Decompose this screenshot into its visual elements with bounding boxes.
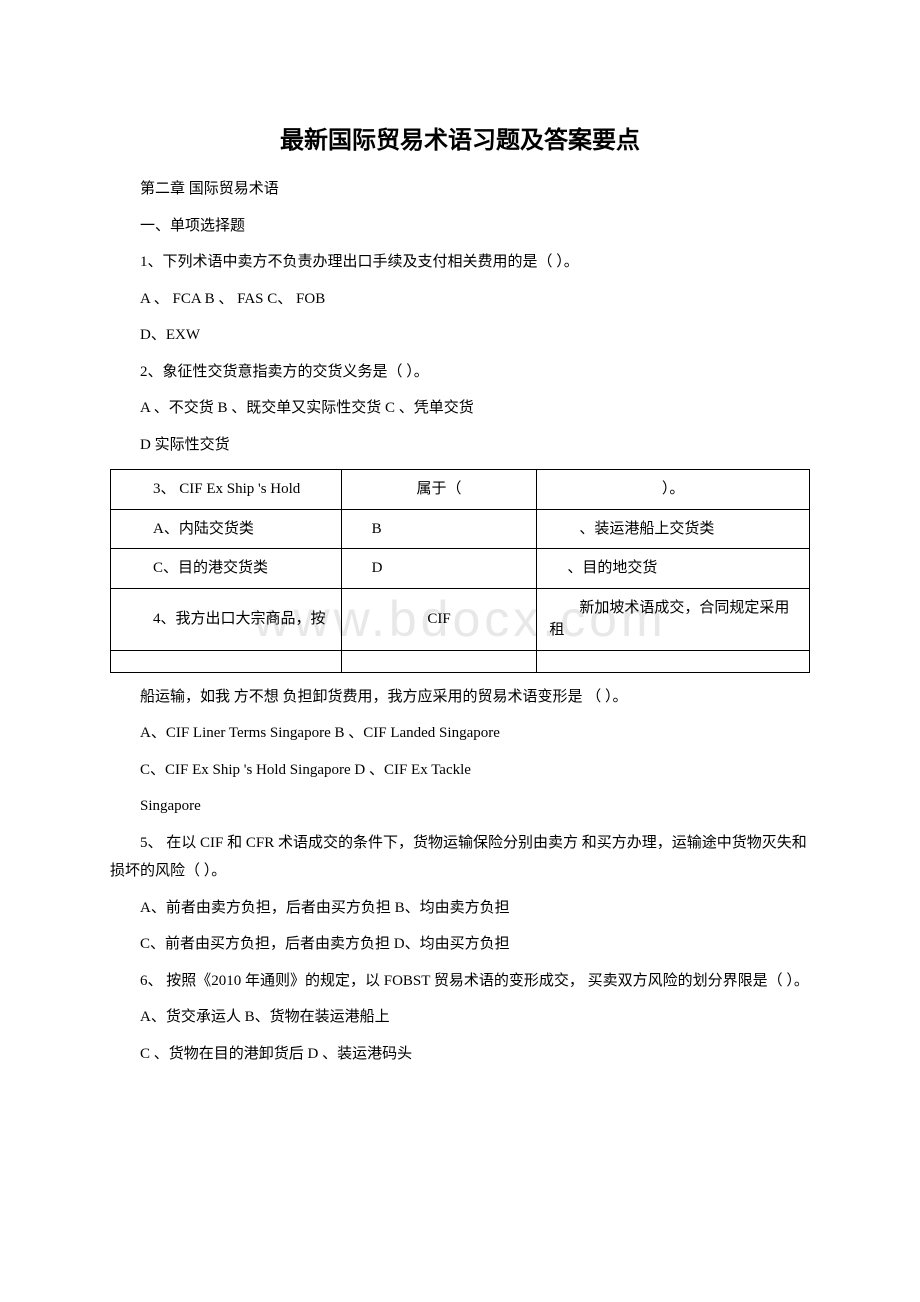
document-content: 最新国际贸易术语习题及答案要点 第二章 国际贸易术语 一、单项选择题 1、下列术… (110, 120, 810, 1068)
question-1-options-abc: A 、 FCA B 、 FAS C、 FOB (110, 285, 810, 314)
question-6-options-ab: A、货交承运人 B、货物在装运港船上 (110, 1003, 810, 1032)
question-2-options-abc: A 、不交货 B 、既交单又实际性交货 C 、凭单交货 (110, 394, 810, 423)
question-4-options-cd: C、CIF Ex Ship 's Hold Singapore D 、CIF E… (110, 756, 810, 785)
table-row (111, 650, 810, 672)
question-5-options-cd: C、前者由买方负担，后者由卖方负担 D、均由买方负担 (110, 930, 810, 959)
question-6: 6、 按照《2010 年通则》的规定，以 FOBST 贸易术语的变形成交， 买卖… (110, 967, 810, 996)
table-cell: D (341, 549, 537, 589)
table-cell: 3、 CIF Ex Ship 's Hold (111, 470, 342, 510)
question-4-options-ab: A、CIF Liner Terms Singapore B 、CIF Lande… (110, 719, 810, 748)
table-row: C、目的港交货类 D 、目的地交货 (111, 549, 810, 589)
table-cell: 、目的地交货 (537, 549, 810, 589)
table-cell (537, 650, 810, 672)
table-cell: C、目的港交货类 (111, 549, 342, 589)
question-2: 2、象征性交货意指卖方的交货义务是（ ）。 (110, 358, 810, 387)
table-cell (111, 650, 342, 672)
table-cell: CIF (341, 588, 537, 650)
table-cell (341, 650, 537, 672)
table-cell: A、内陆交货类 (111, 509, 342, 549)
table-row: 3、 CIF Ex Ship 's Hold 属于（ ）。 (111, 470, 810, 510)
question-4-continuation: 船运输，如我 方不想 负担卸货费用，我方应采用的贸易术语变形是 （ ）。 (110, 683, 810, 712)
table-cell: 属于（ (341, 470, 537, 510)
table-cell: B (341, 509, 537, 549)
question-5: 5、 在以 CIF 和 CFR 术语成交的条件下，货物运输保险分别由卖方 和买方… (110, 829, 810, 886)
table-cell: 新加坡术语成交，合同规定采用租 (537, 588, 810, 650)
table-row: A、内陆交货类 B 、装运港船上交货类 (111, 509, 810, 549)
table-row: 4、我方出口大宗商品，按 CIF 新加坡术语成交，合同规定采用租 (111, 588, 810, 650)
question-4-options-cd-cont: Singapore (110, 792, 810, 821)
question-5-options-ab: A、前者由卖方负担，后者由买方负担 B、均由卖方负担 (110, 894, 810, 923)
table-cell: ）。 (537, 470, 810, 510)
question-1: 1、下列术语中卖方不负责办理出口手续及支付相关费用的是（ ）。 (110, 248, 810, 277)
document-title: 最新国际贸易术语习题及答案要点 (110, 120, 810, 155)
chapter-heading: 第二章 国际贸易术语 (110, 175, 810, 204)
question-2-option-d: D 实际性交货 (110, 431, 810, 460)
table-cell: 4、我方出口大宗商品，按 (111, 588, 342, 650)
table-cell: 、装运港船上交货类 (537, 509, 810, 549)
question-1-option-d: D、EXW (110, 321, 810, 350)
section-heading: 一、单项选择题 (110, 212, 810, 241)
question-6-options-cd: C 、货物在目的港卸货后 D 、装运港码头 (110, 1040, 810, 1069)
question-table: 3、 CIF Ex Ship 's Hold 属于（ ）。 A、内陆交货类 B … (110, 469, 810, 673)
